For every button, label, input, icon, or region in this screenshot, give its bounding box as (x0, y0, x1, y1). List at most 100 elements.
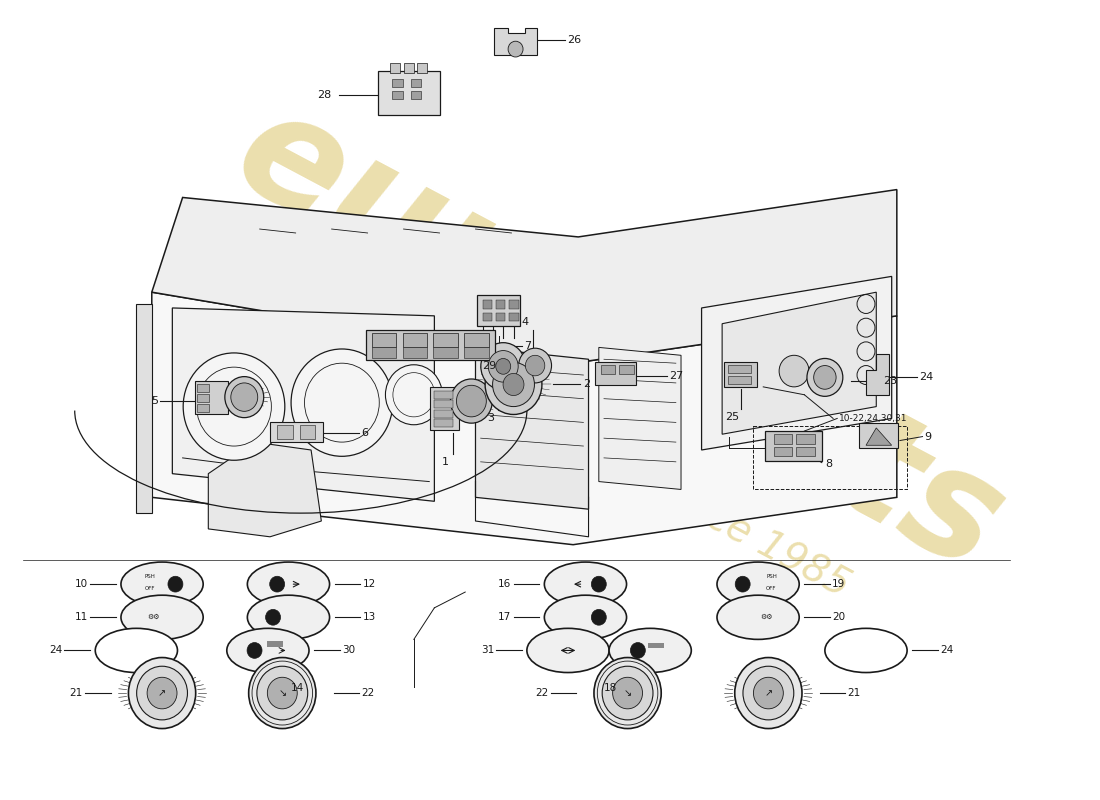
Bar (267, 641, 284, 647)
Circle shape (270, 576, 285, 592)
Bar (434, 410, 453, 418)
Text: 24: 24 (920, 372, 934, 382)
Text: 25: 25 (725, 412, 739, 422)
Ellipse shape (96, 628, 177, 673)
Bar (728, 365, 751, 373)
Text: OFF: OFF (767, 586, 777, 590)
Bar (403, 334, 427, 347)
Text: PSH: PSH (144, 574, 155, 578)
Circle shape (602, 666, 653, 720)
Polygon shape (152, 292, 896, 545)
Text: 4: 4 (521, 317, 528, 327)
Bar (464, 347, 488, 358)
Polygon shape (475, 347, 588, 509)
Text: OFF: OFF (144, 586, 155, 590)
Circle shape (742, 666, 794, 720)
Ellipse shape (544, 595, 627, 639)
Bar (434, 400, 453, 408)
Text: ↘: ↘ (624, 688, 631, 698)
Bar (796, 434, 815, 444)
Circle shape (267, 678, 297, 709)
Text: 18: 18 (604, 683, 617, 694)
Text: 21: 21 (69, 688, 82, 698)
Text: 3: 3 (487, 413, 494, 422)
Circle shape (526, 355, 544, 376)
Text: 23: 23 (883, 376, 898, 386)
Ellipse shape (825, 628, 908, 673)
Text: 11: 11 (75, 612, 88, 622)
Bar (509, 300, 519, 309)
Circle shape (168, 576, 183, 592)
Bar (197, 384, 209, 391)
Bar (773, 434, 792, 444)
Text: 26: 26 (566, 34, 581, 45)
Text: PSH: PSH (766, 574, 777, 578)
Ellipse shape (527, 628, 609, 673)
Bar (509, 313, 519, 322)
Circle shape (485, 354, 542, 414)
Circle shape (493, 362, 535, 406)
Text: 17: 17 (498, 612, 512, 622)
Ellipse shape (717, 595, 800, 639)
Bar (372, 334, 396, 347)
Text: a passion for parts since 1985: a passion for parts since 1985 (320, 295, 857, 605)
Bar (430, 387, 459, 430)
Bar (728, 376, 751, 384)
Bar (197, 394, 209, 402)
Bar (410, 79, 421, 87)
Text: 9: 9 (925, 431, 932, 442)
Text: 1: 1 (442, 457, 449, 467)
Bar (197, 404, 209, 412)
Text: 21: 21 (847, 688, 861, 698)
Text: 20: 20 (832, 612, 845, 622)
Text: ↘: ↘ (278, 688, 286, 698)
Bar (464, 334, 488, 347)
Bar (404, 63, 414, 73)
Polygon shape (208, 442, 321, 537)
Text: ⚙⚙: ⚙⚙ (760, 614, 772, 620)
Text: 19: 19 (832, 579, 845, 589)
Bar (648, 642, 663, 648)
Text: 13: 13 (363, 612, 376, 622)
Ellipse shape (121, 562, 204, 606)
Circle shape (456, 386, 486, 417)
Circle shape (385, 365, 442, 425)
Polygon shape (866, 354, 889, 394)
Text: 5: 5 (151, 396, 158, 406)
Ellipse shape (227, 628, 309, 673)
Ellipse shape (544, 562, 627, 606)
Circle shape (503, 374, 524, 395)
Text: 10-22,24,30,31: 10-22,24,30,31 (839, 414, 908, 423)
Circle shape (147, 678, 177, 709)
Text: 28: 28 (318, 90, 331, 100)
Bar (754, 426, 908, 490)
Circle shape (292, 349, 393, 456)
Bar (433, 334, 458, 347)
Text: 10: 10 (75, 579, 88, 589)
Bar (595, 362, 636, 386)
Polygon shape (136, 304, 152, 513)
Ellipse shape (248, 562, 330, 606)
Bar (434, 419, 453, 427)
Text: 24: 24 (50, 646, 63, 655)
Polygon shape (494, 28, 537, 55)
Text: ↗: ↗ (158, 688, 166, 698)
Polygon shape (866, 428, 892, 446)
Circle shape (779, 355, 808, 387)
Circle shape (249, 658, 316, 729)
Bar (195, 382, 228, 414)
Ellipse shape (717, 562, 800, 606)
Ellipse shape (121, 595, 204, 639)
Bar (433, 347, 458, 358)
Circle shape (496, 358, 510, 374)
Circle shape (594, 658, 661, 729)
Text: 7: 7 (524, 341, 531, 351)
Bar (270, 422, 323, 442)
Bar (724, 362, 757, 387)
Bar (434, 391, 453, 398)
Text: 24: 24 (940, 646, 954, 655)
Circle shape (807, 358, 843, 396)
Circle shape (613, 678, 642, 709)
Text: 22: 22 (362, 688, 375, 698)
Circle shape (754, 678, 783, 709)
